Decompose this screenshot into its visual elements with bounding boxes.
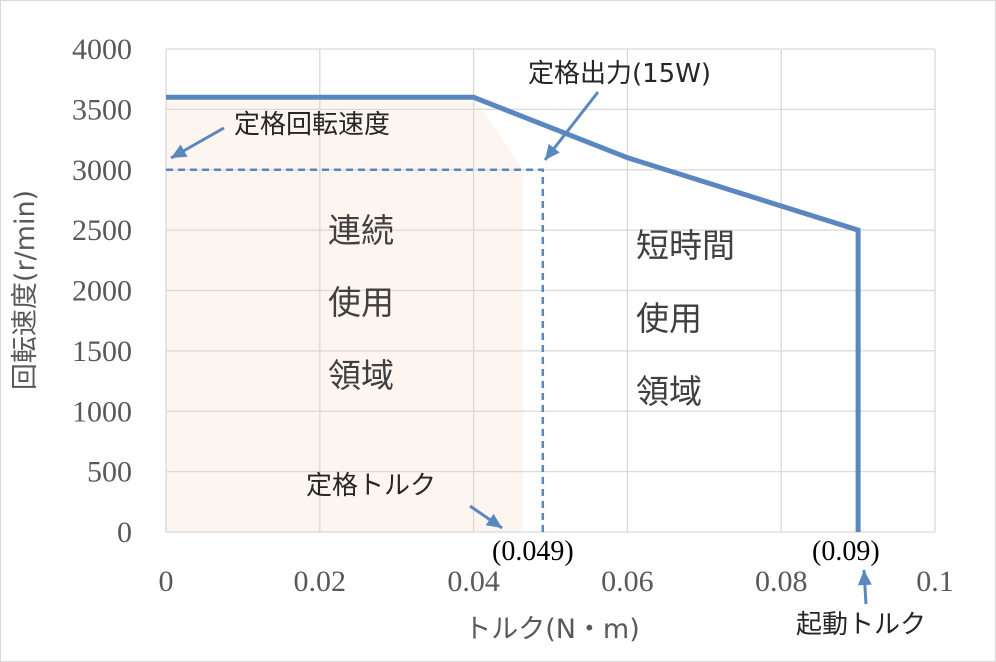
x-axis-title: トルク(N・m) [464, 614, 640, 645]
y-tick-label: 3000 [72, 154, 132, 187]
short-time-region-line-1: 短時間 [636, 226, 735, 265]
y-tick-label: 1500 [72, 335, 132, 368]
short-time-region-label: 短時間 使用 領域 [636, 226, 735, 411]
y-tick-label: 500 [87, 456, 132, 489]
y-tick-label: 3500 [72, 93, 132, 126]
starting-torque-value: (0.09) [812, 536, 880, 567]
starting-torque-annotation: 起動トルク [796, 610, 926, 640]
y-tick-label: 2000 [72, 275, 132, 308]
gridlines [165, 48, 936, 533]
short-time-region-line-2: 使用 [636, 299, 702, 338]
annotation-arrows [170, 91, 872, 605]
rated-continuous-boundary [166, 168, 545, 532]
continuous-region-label: 連続 使用 領域 [328, 211, 394, 395]
rated-output-arrow-head [545, 143, 560, 160]
short-time-region-line-3: 領域 [636, 372, 702, 411]
continuous-area-shading [166, 97, 524, 533]
y-axis-title: 回転速度(r/min) [10, 190, 41, 390]
rated-speed-arrow-head [171, 144, 188, 158]
rated-speed-annotation: 定格回転速度 [234, 110, 390, 140]
x-tick-label: 0.1 [916, 565, 954, 598]
torque-speed-curve [166, 94, 861, 532]
y-tick-label: 1000 [72, 395, 132, 428]
rated-output-annotation: 定格出力(15W) [528, 59, 711, 89]
continuous-region-line-1: 連続 [328, 211, 394, 250]
rated-torque-value: (0.049) [492, 536, 574, 567]
y-tick-label: 2500 [72, 214, 132, 247]
y-tick-labels: 0 500 1000 1500 2000 2500 3000 3500 4000 [72, 33, 132, 549]
continuous-region-line-2: 使用 [328, 283, 394, 322]
x-tick-labels: 0 0.02 0.04 0.06 0.08 0.1 [159, 565, 954, 598]
x-tick-label: 0 [159, 565, 174, 598]
rated-torque-arrow-head [485, 513, 502, 528]
continuous-region-line-3: 領域 [328, 356, 394, 395]
x-tick-label: 0.04 [447, 565, 500, 598]
x-tick-label: 0.06 [601, 565, 654, 598]
y-tick-label: 4000 [72, 33, 132, 66]
rated-torque-annotation: 定格トルク [306, 471, 436, 501]
starting-torque-arrow-head [857, 570, 872, 586]
x-tick-label: 0.08 [755, 565, 808, 598]
y-tick-label: 0 [117, 516, 132, 549]
x-tick-label: 0.02 [294, 565, 347, 598]
